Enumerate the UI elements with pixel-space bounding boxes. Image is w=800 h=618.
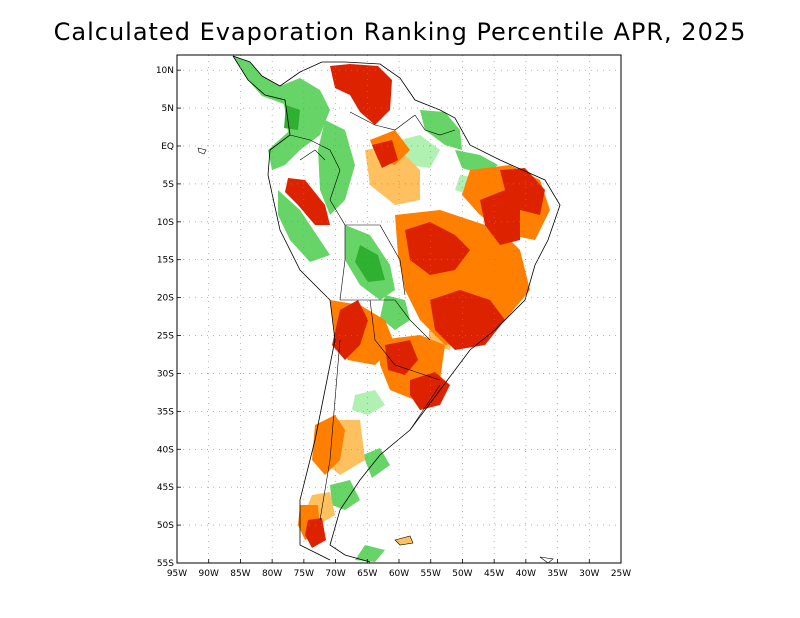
x-tick-label: 60W [389, 569, 409, 579]
country-borders [289, 111, 456, 521]
map-title: Calculated Evaporation Ranking Percentil… [53, 18, 747, 46]
x-tick-label: 65W [357, 569, 377, 579]
x-tick-label: 80W [262, 569, 282, 579]
x-tick-label: 75W [294, 569, 314, 579]
x-tick-label: 70W [325, 569, 345, 579]
x-tick-label: 40W [516, 569, 536, 579]
y-tick-label: 35S [157, 407, 174, 417]
x-tick-label: 85W [230, 569, 250, 579]
y-tick-label: 15S [157, 256, 174, 266]
west-coastline [232, 55, 336, 561]
coastline [232, 55, 561, 563]
y-tick-label: 5S [163, 180, 175, 190]
y-tick-label: EQ [161, 142, 174, 152]
x-tick-label: 50W [452, 569, 472, 579]
high-percentile-regions [233, 56, 498, 562]
south-georgia [539, 556, 554, 564]
longitude-axis: 95W 90W 85W 80W 75W 70W 65W 60W 55W 50W 45W 40W 35W 3… [167, 559, 631, 579]
x-tick-label: 30W [579, 569, 599, 579]
y-tick-label: 20S [157, 294, 174, 304]
x-tick-label: 55W [421, 569, 441, 579]
percentile-field [233, 56, 560, 562]
y-tick-label: 50S [157, 521, 174, 531]
x-tick-label: 90W [199, 569, 219, 579]
very-low-percentile-regions [285, 64, 545, 548]
y-tick-label: 10N [156, 66, 174, 76]
latitude-axis: 10N 5N EQ 5S 10S 15S 20S 25S 30S 35S 40S 45S 50S 55S [156, 66, 181, 569]
y-tick-label: 10S [157, 218, 174, 228]
y-tick-label: 45S [157, 483, 174, 493]
y-tick-label: 25S [157, 332, 174, 342]
x-tick-label: 95W [167, 569, 187, 579]
falkland-islands [394, 535, 414, 546]
x-tick-label: 45W [484, 569, 504, 579]
y-tick-label: 30S [157, 369, 174, 379]
x-tick-label: 35W [547, 569, 567, 579]
y-tick-label: 40S [157, 445, 174, 455]
y-tick-label: 55S [157, 559, 174, 569]
y-tick-label: 5N [162, 104, 174, 114]
galapagos-islands [197, 147, 207, 155]
x-tick-label: 25W [611, 569, 631, 579]
